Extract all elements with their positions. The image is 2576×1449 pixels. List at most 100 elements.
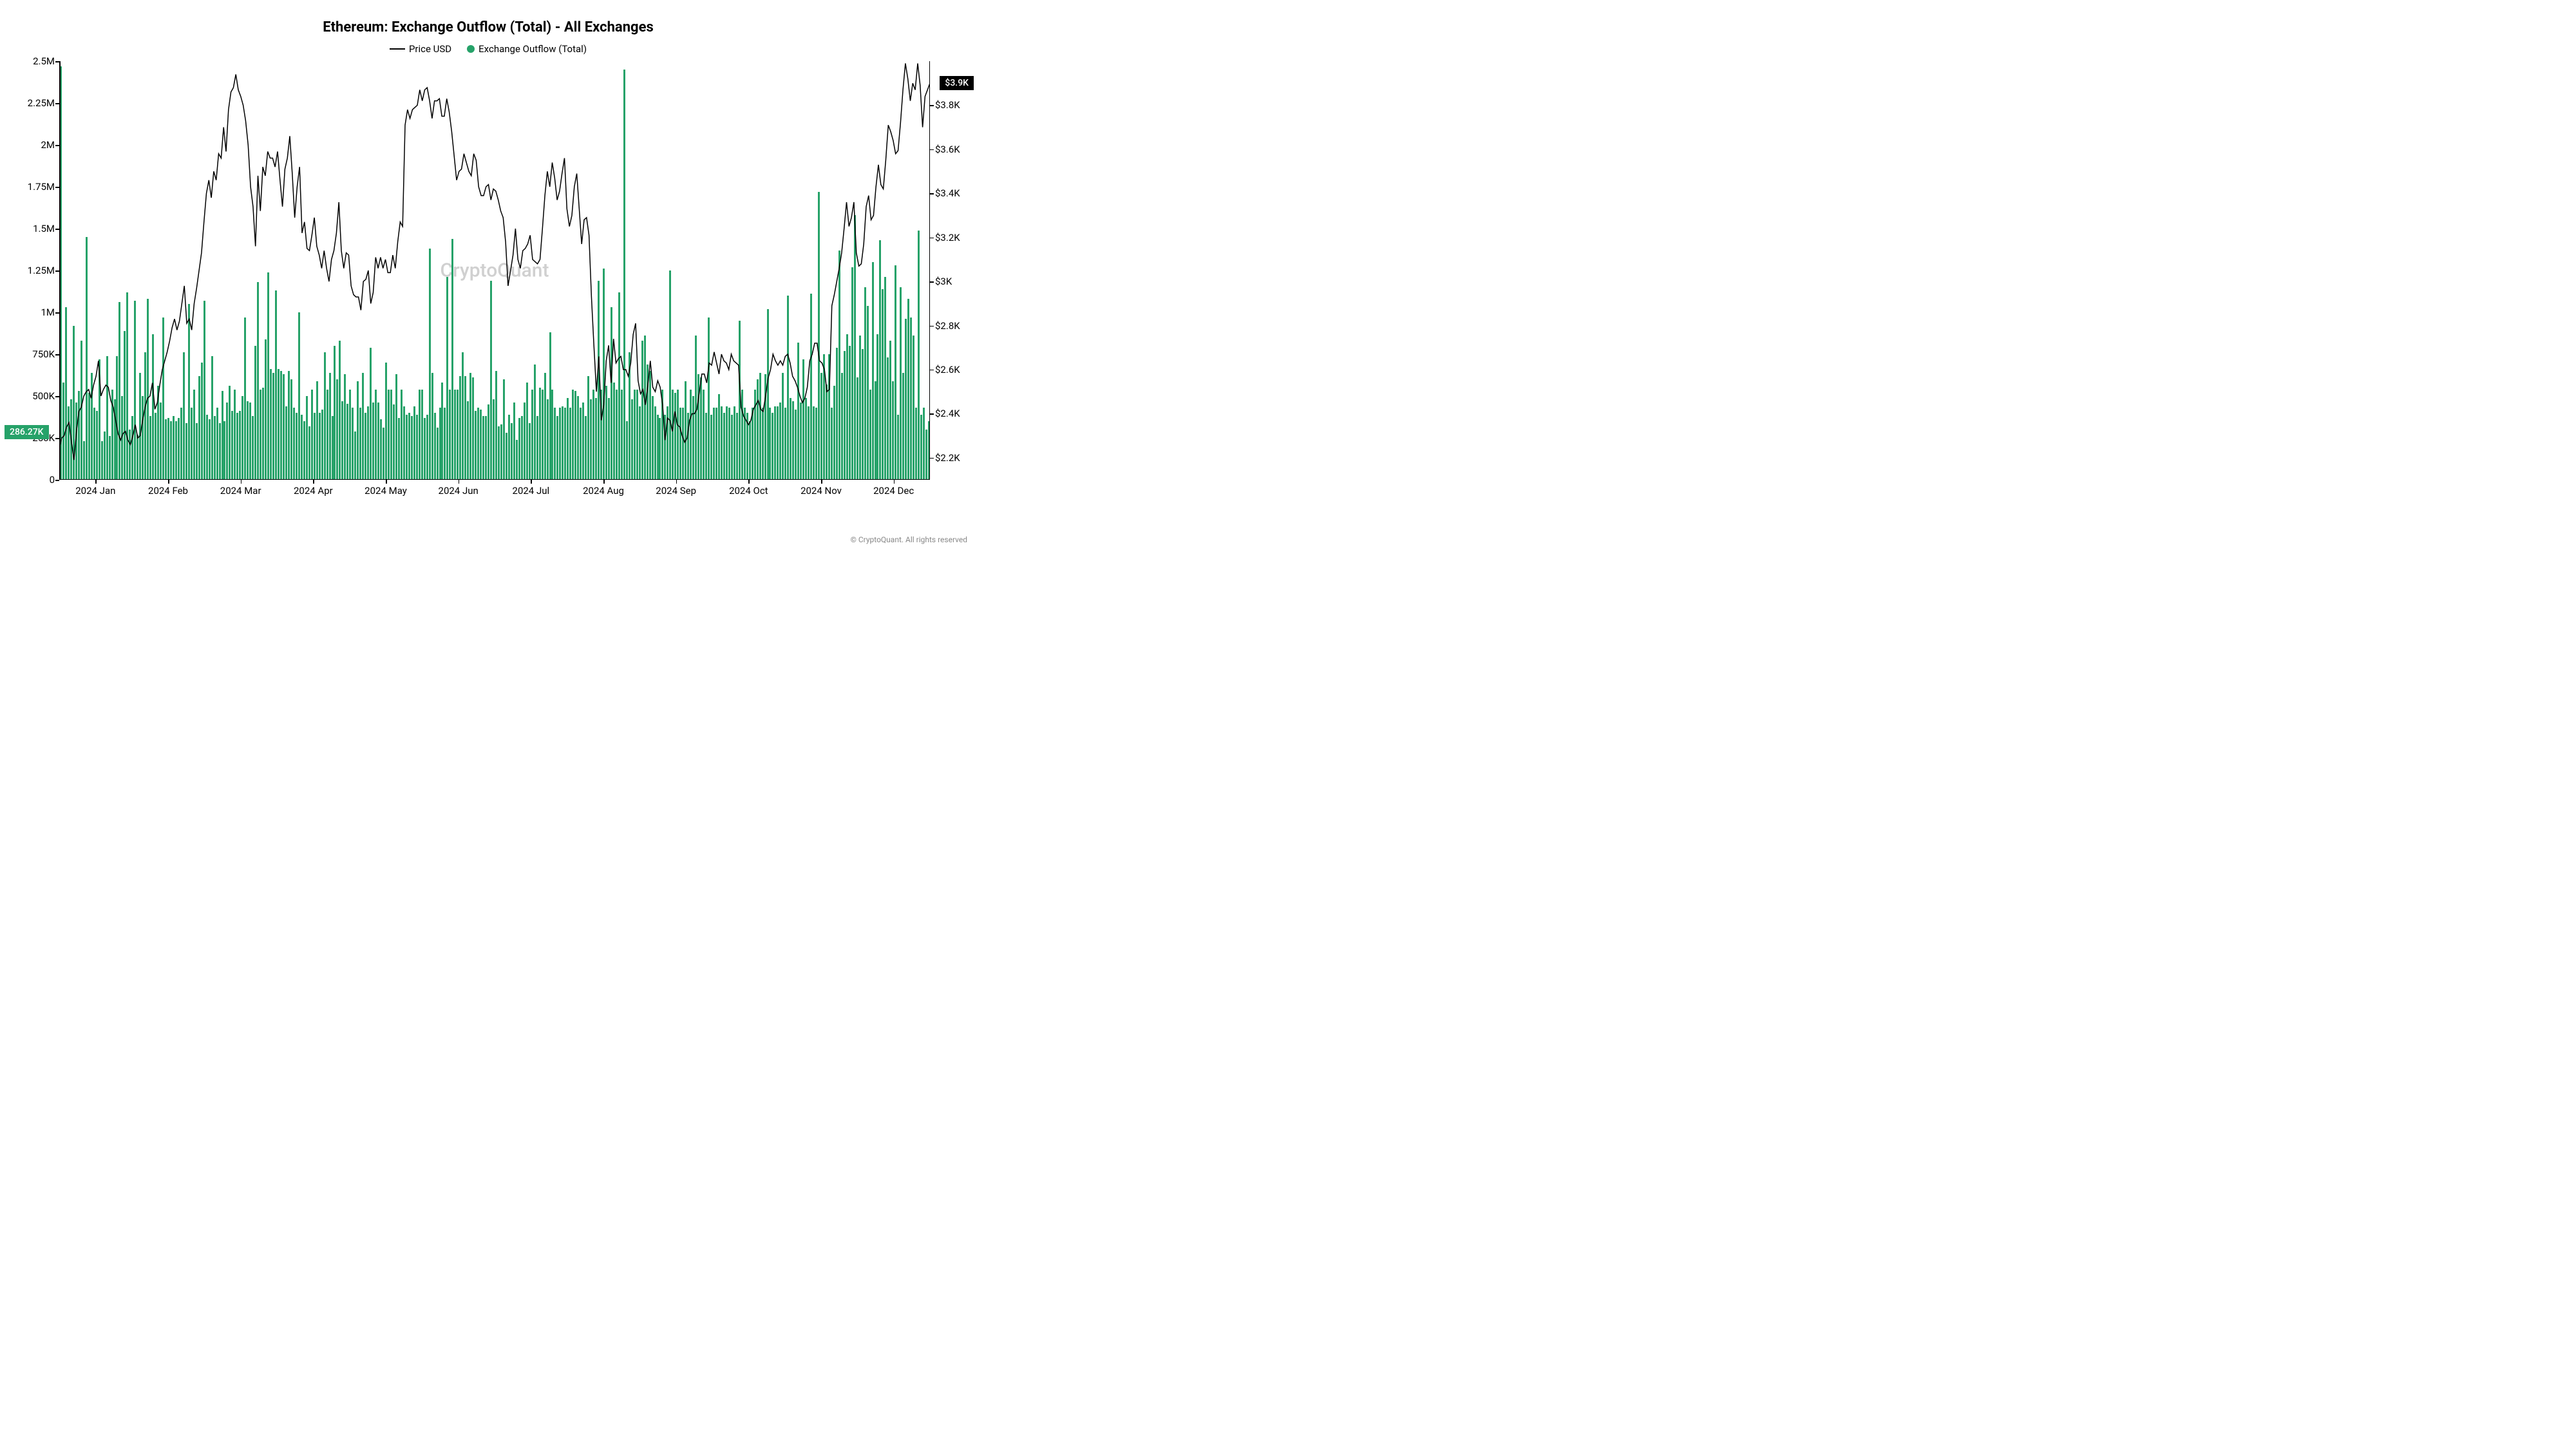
bar	[193, 390, 195, 480]
bar	[75, 402, 77, 480]
copyright: © CryptoQuant. All rights reserved	[850, 535, 967, 544]
bar	[185, 423, 187, 480]
bar	[149, 416, 151, 480]
bar	[613, 383, 615, 480]
bar	[395, 374, 397, 480]
y-left-tick: 0	[5, 474, 55, 486]
bar	[723, 413, 725, 480]
bar	[710, 415, 712, 480]
bar	[393, 404, 395, 480]
bar	[308, 426, 310, 480]
bar	[631, 399, 633, 480]
bar	[846, 334, 848, 480]
bar	[129, 430, 131, 480]
bar	[201, 363, 203, 480]
bar	[413, 406, 415, 480]
x-tick: 2024 Apr	[294, 485, 333, 497]
bar	[467, 401, 469, 480]
bar	[180, 408, 182, 480]
bar	[667, 406, 668, 480]
bar	[913, 336, 914, 480]
bar	[319, 413, 321, 480]
bar	[406, 415, 408, 480]
bar	[298, 312, 300, 480]
bar	[403, 406, 405, 480]
y-left-tick: 1M	[5, 307, 55, 318]
bar	[644, 336, 646, 480]
bar	[582, 402, 584, 480]
bar	[439, 408, 441, 480]
bar	[692, 396, 694, 480]
bar	[236, 413, 238, 480]
bar	[86, 237, 88, 480]
bar	[421, 390, 423, 480]
bar	[339, 341, 341, 480]
bar	[329, 373, 331, 480]
bar	[544, 373, 546, 480]
bar	[196, 423, 198, 480]
x-tick: 2024 Aug	[583, 485, 624, 497]
bar	[920, 415, 922, 480]
bar	[511, 423, 513, 480]
bar	[324, 352, 326, 480]
bar	[88, 393, 90, 480]
bar	[746, 413, 748, 480]
bar	[728, 408, 730, 480]
y-left-tick: 1.25M	[5, 265, 55, 276]
bar	[99, 359, 100, 480]
bar	[726, 406, 728, 480]
bar	[242, 396, 243, 480]
bar	[370, 348, 372, 480]
y-right-tick: $2.2K	[935, 452, 974, 464]
bar	[493, 399, 495, 480]
y-left-tick: 1.5M	[5, 223, 55, 234]
y-axis-right: $2.2K$2.4K$2.6K$2.8K$3K$3.2K$3.4K$3.6K$3…	[935, 61, 974, 480]
bar	[649, 371, 651, 480]
x-axis-line	[59, 479, 930, 480]
bar	[344, 374, 346, 480]
bar	[818, 192, 820, 480]
bar	[65, 307, 67, 480]
bar	[209, 419, 211, 480]
y-right-tick: $3K	[935, 276, 974, 287]
y-right-tick: $3.8K	[935, 99, 974, 111]
y-right-tick: $3.4K	[935, 187, 974, 199]
bar	[234, 390, 236, 480]
bar	[62, 383, 64, 480]
bar	[697, 374, 699, 480]
bar	[426, 415, 428, 480]
bar	[118, 302, 120, 480]
bar	[524, 402, 526, 480]
bar	[690, 390, 692, 480]
bar	[109, 436, 111, 480]
bar	[782, 373, 784, 480]
bar	[744, 408, 746, 480]
bar	[876, 334, 878, 480]
bar	[669, 270, 671, 480]
bar	[270, 369, 272, 480]
bar	[634, 390, 636, 480]
bar	[306, 396, 308, 480]
bar	[815, 408, 817, 480]
bar	[831, 408, 833, 480]
bar	[826, 384, 828, 480]
bar	[739, 321, 741, 480]
x-tick: 2024 Feb	[148, 485, 188, 497]
bar	[314, 413, 316, 480]
bar	[779, 402, 781, 480]
bar	[762, 408, 764, 480]
bar	[777, 406, 779, 480]
bar	[446, 277, 448, 480]
x-tick: 2024 Dec	[873, 485, 914, 497]
bar	[736, 413, 738, 480]
bar	[869, 390, 871, 480]
bar	[731, 415, 733, 480]
bar	[769, 408, 771, 480]
y-left-tick: 1.75M	[5, 181, 55, 193]
bar	[752, 408, 753, 480]
bar	[862, 349, 864, 480]
bar	[290, 379, 292, 480]
bar	[687, 413, 689, 480]
y-axis-left: 0250K500K750K1M1.25M1.5M1.75M2M2.25M2.5M	[5, 61, 55, 480]
bar	[772, 413, 773, 480]
